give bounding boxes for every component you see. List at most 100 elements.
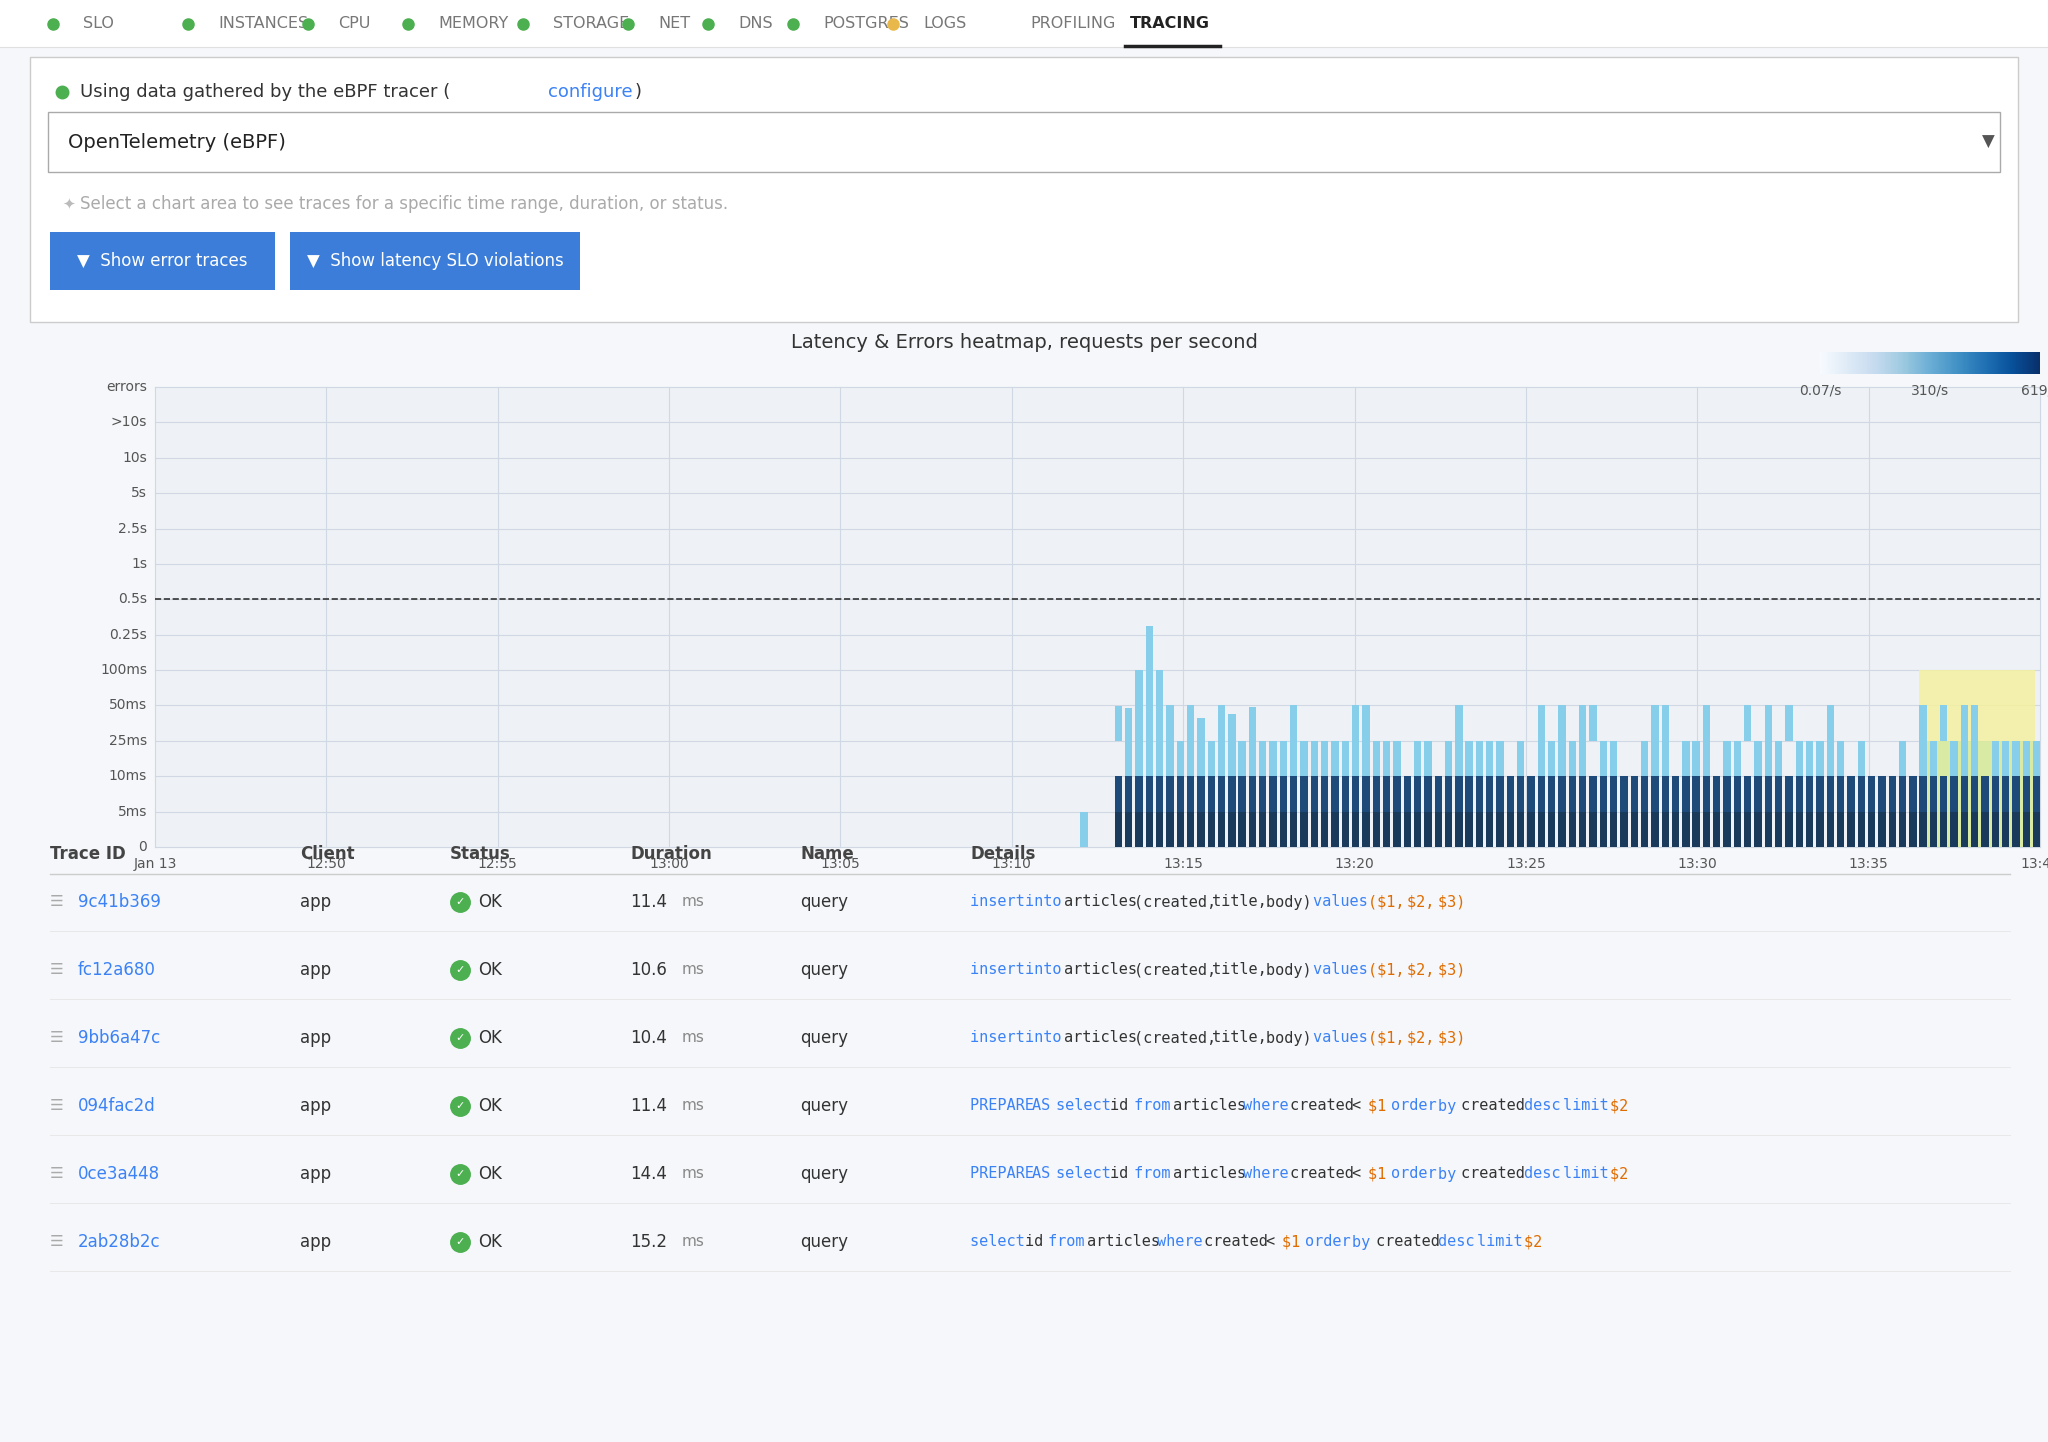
Text: Details: Details xyxy=(971,845,1036,862)
Text: 14.4: 14.4 xyxy=(631,1165,668,1182)
Text: query: query xyxy=(801,1030,848,1047)
Bar xyxy=(1145,812,1153,846)
Text: (created,: (created, xyxy=(1135,1031,1225,1045)
Bar xyxy=(1487,741,1493,776)
Bar xyxy=(1702,812,1710,846)
Bar xyxy=(1208,776,1214,812)
Bar xyxy=(1165,705,1174,741)
Bar xyxy=(1630,812,1638,846)
Text: Using data gathered by the eBPF tracer (: Using data gathered by the eBPF tracer ( xyxy=(80,84,451,101)
Text: where: where xyxy=(1243,1099,1298,1113)
Bar xyxy=(1786,776,1792,812)
Bar xyxy=(1993,741,1999,776)
Text: body): body) xyxy=(1266,962,1321,978)
Bar xyxy=(1651,705,1659,741)
Bar xyxy=(1538,812,1544,846)
Bar xyxy=(1960,705,1968,741)
Text: ☰: ☰ xyxy=(49,1234,63,1250)
Text: ✓: ✓ xyxy=(455,1237,465,1247)
Text: query: query xyxy=(801,893,848,911)
Text: ms: ms xyxy=(682,962,705,978)
Bar xyxy=(1413,741,1421,776)
Bar xyxy=(1260,812,1266,846)
Text: insert: insert xyxy=(971,962,1034,978)
Bar xyxy=(1487,812,1493,846)
Text: 12:50: 12:50 xyxy=(307,857,346,871)
Bar xyxy=(1165,812,1174,846)
Bar xyxy=(1970,741,1978,776)
Bar xyxy=(1280,776,1286,812)
Bar xyxy=(1724,741,1731,776)
Text: LOGS: LOGS xyxy=(924,16,967,30)
Bar xyxy=(1796,776,1802,812)
Bar xyxy=(1219,776,1225,812)
Text: app: app xyxy=(299,1165,332,1182)
Text: $3): $3) xyxy=(1438,894,1475,910)
Bar xyxy=(1538,776,1544,812)
Text: 13:30: 13:30 xyxy=(1677,857,1716,871)
Bar xyxy=(1114,812,1122,846)
Text: (created,: (created, xyxy=(1135,962,1225,978)
Text: STORAGE: STORAGE xyxy=(553,16,629,30)
Bar xyxy=(1219,812,1225,846)
Bar xyxy=(1145,671,1153,741)
Text: OK: OK xyxy=(477,893,502,911)
Bar xyxy=(1681,776,1690,812)
Text: $2: $2 xyxy=(1610,1099,1636,1113)
Bar xyxy=(1929,776,1937,812)
Bar xyxy=(1765,741,1772,776)
Bar xyxy=(1651,776,1659,812)
Text: where: where xyxy=(1243,1167,1298,1181)
Text: ms: ms xyxy=(682,1234,705,1250)
Bar xyxy=(1939,705,1948,741)
Bar xyxy=(1817,776,1823,812)
Bar xyxy=(1786,812,1792,846)
Bar xyxy=(1423,812,1432,846)
Text: 0ce3a448: 0ce3a448 xyxy=(78,1165,160,1182)
Bar xyxy=(1589,705,1597,741)
Bar xyxy=(2034,776,2040,812)
Bar xyxy=(1847,812,1855,846)
Bar xyxy=(2023,812,2030,846)
Bar xyxy=(1610,776,1618,812)
Bar xyxy=(1765,776,1772,812)
Text: desc: desc xyxy=(1438,1234,1483,1250)
Text: title,: title, xyxy=(1212,894,1276,910)
Text: $1: $1 xyxy=(1368,1167,1395,1181)
Bar xyxy=(1124,708,1133,741)
Bar xyxy=(1745,705,1751,741)
Text: query: query xyxy=(801,1165,848,1182)
Text: created: created xyxy=(1290,1099,1362,1113)
Bar xyxy=(1847,776,1855,812)
Bar xyxy=(1755,741,1761,776)
Bar xyxy=(1239,812,1245,846)
Text: 0.5s: 0.5s xyxy=(119,593,147,606)
Text: 2ab28b2c: 2ab28b2c xyxy=(78,1233,160,1252)
Bar xyxy=(1817,741,1823,776)
Bar xyxy=(1776,776,1782,812)
Bar xyxy=(1548,776,1554,812)
Bar xyxy=(1538,705,1544,741)
Bar xyxy=(1827,812,1835,846)
Bar xyxy=(1589,812,1597,846)
Bar xyxy=(1382,812,1391,846)
Bar xyxy=(1755,776,1761,812)
Bar xyxy=(1249,776,1255,812)
Bar xyxy=(1477,741,1483,776)
Bar xyxy=(1331,812,1339,846)
Bar xyxy=(1919,812,1927,846)
Bar xyxy=(1507,812,1513,846)
Bar xyxy=(1724,812,1731,846)
Bar xyxy=(1661,776,1669,812)
Bar xyxy=(2023,776,2030,812)
Text: ms: ms xyxy=(682,1099,705,1113)
Bar xyxy=(49,232,274,290)
Bar xyxy=(1270,812,1276,846)
Text: 619/s: 619/s xyxy=(2021,384,2048,398)
Text: $1: $1 xyxy=(1368,1099,1395,1113)
Bar xyxy=(1702,741,1710,776)
Bar xyxy=(1702,705,1710,741)
Text: ▼  Show error traces: ▼ Show error traces xyxy=(78,252,248,270)
Text: 10s: 10s xyxy=(123,451,147,464)
Bar xyxy=(1806,741,1812,776)
